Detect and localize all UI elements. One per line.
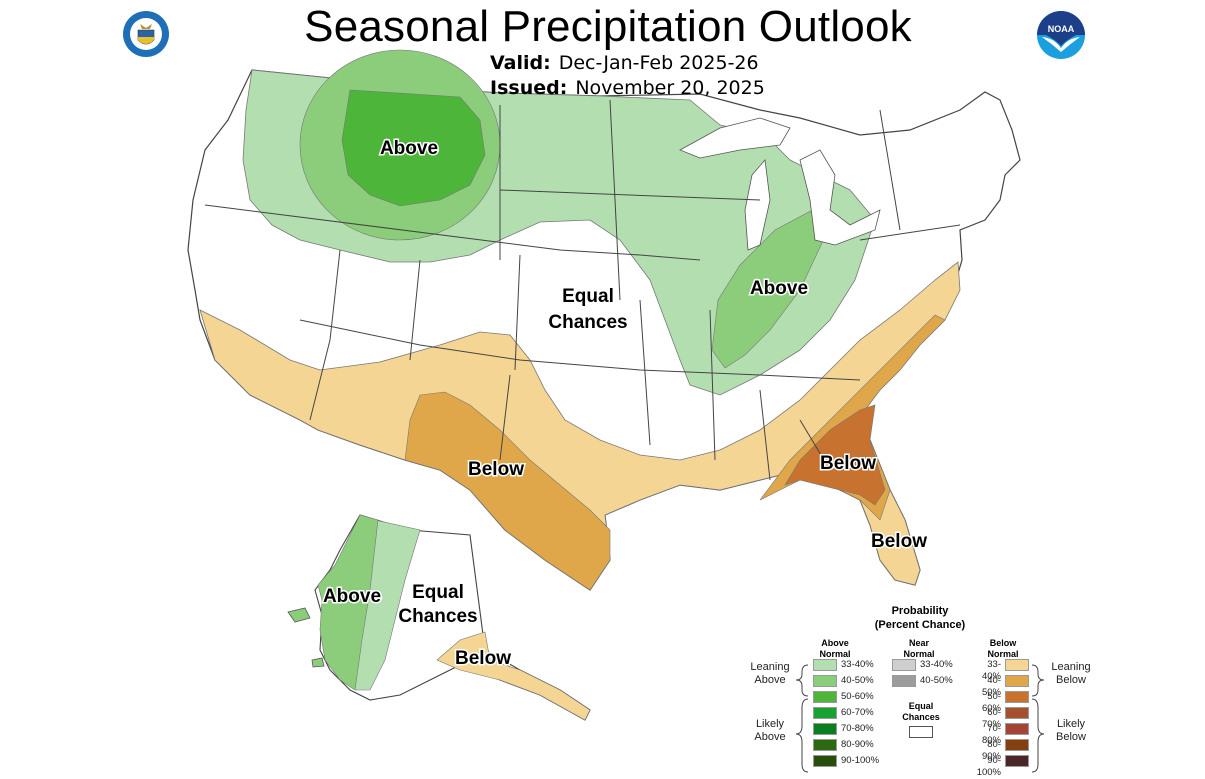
above-range-5: 80-90% — [841, 739, 874, 750]
state-borders — [204, 99, 961, 481]
below-head-2: Normal — [987, 649, 1019, 659]
leaning-above-2: Above — [754, 674, 786, 686]
issued-value: November 20, 2025 — [575, 77, 765, 99]
lake-michigan — [744, 159, 771, 251]
swatch-equal-chances — [909, 726, 933, 738]
swatch-below-70-80 — [1005, 723, 1029, 735]
swatch-above-80-90 — [813, 739, 837, 751]
near-head-1: Near — [908, 638, 929, 648]
page-title: Seasonal Precipitation Outlook — [304, 2, 912, 51]
likely-below-1: Likely — [1056, 718, 1086, 730]
region-above-50-60-montana — [341, 89, 486, 207]
label-central-equal: Equal — [562, 286, 614, 307]
valid-label: Valid: — [490, 52, 551, 74]
swatch-near-33-40 — [892, 659, 916, 671]
above-head-1: Above — [821, 638, 849, 648]
above-brace-icon — [795, 664, 809, 773]
equal-chances-legend-label: Equal Chances — [894, 701, 948, 723]
label-texas-below: Below — [468, 459, 524, 480]
near-range-0: 33-40% — [920, 659, 953, 670]
label-florida-below: Below — [871, 531, 927, 552]
near-range-1: 40-50% — [920, 675, 953, 686]
above-range-0: 33-40% — [841, 659, 874, 670]
swatch-below-80-90 — [1005, 739, 1029, 751]
swatch-below-33-40 — [1005, 659, 1029, 671]
region-below-33-40-alaska — [436, 631, 591, 721]
label-midwest-above: Above — [750, 278, 808, 299]
region-below-50-60-georgia — [784, 404, 886, 506]
above-normal-header: Above Normal — [810, 638, 860, 660]
alaska-island-stlawrence — [311, 657, 325, 668]
above-range-6: 90-100% — [841, 755, 880, 766]
region-above-40-50-ohio-valley — [711, 204, 829, 369]
above-range-4: 70-80% — [841, 723, 874, 734]
below-range-2: 50-60% — [981, 691, 1001, 714]
below-range-4: 70-80% — [981, 723, 1001, 746]
swatch-near-40-50 — [892, 675, 916, 687]
commerce-seal-icon — [123, 11, 169, 57]
label-alaska-chances: Chances — [398, 606, 477, 627]
above-range-1: 40-50% — [841, 675, 874, 686]
leaning-below-label: Leaning Below — [1042, 661, 1100, 687]
swatch-below-40-50 — [1005, 675, 1029, 687]
equal-2: Chances — [902, 712, 940, 722]
swatch-above-90-100 — [813, 755, 837, 767]
issued-date: Issued: November 20, 2025 — [490, 77, 765, 99]
below-range-0: 33-40% — [981, 659, 1001, 682]
near-head-2: Normal — [903, 649, 935, 659]
likely-above-2: Above — [754, 731, 786, 743]
alaska-island-nunivak — [287, 607, 311, 623]
label-southeast-below: Below — [820, 453, 876, 474]
valid-period: Valid: Dec-Jan-Feb 2025-26 — [490, 52, 759, 74]
label-alaska-equal: Equal — [412, 582, 464, 603]
likely-below-label: Likely Below — [1042, 718, 1100, 744]
below-brace-icon — [1031, 664, 1045, 773]
swatch-below-50-60 — [1005, 691, 1029, 703]
leaning-above-label: Leaning Above — [744, 661, 796, 687]
swatch-above-70-80 — [813, 723, 837, 735]
swatch-above-33-40 — [813, 659, 837, 671]
leaning-below-2: Below — [1056, 674, 1086, 686]
above-range-2: 50-60% — [841, 691, 874, 702]
likely-above-label: Likely Above — [744, 718, 796, 744]
below-normal-header: Below Normal — [978, 638, 1028, 660]
below-range-3: 60-70% — [981, 707, 1001, 730]
legend-title: Probability (Percent Chance) — [740, 604, 1100, 632]
above-range-3: 60-70% — [841, 707, 874, 718]
swatch-above-60-70 — [813, 707, 837, 719]
legend-title-line2: (Percent Chance) — [874, 619, 966, 631]
equal-1: Equal — [908, 701, 934, 711]
below-range-1: 40-50% — [981, 675, 1001, 698]
issued-label: Issued: — [490, 77, 568, 99]
probability-legend: Probability (Percent Chance) Above Norma… — [740, 600, 1100, 778]
lake-superior — [679, 117, 791, 159]
swatch-below-90-100 — [1005, 755, 1029, 767]
likely-above-1: Likely — [755, 718, 785, 730]
likely-below-2: Below — [1056, 731, 1086, 743]
leaning-above-1: Leaning — [750, 661, 790, 673]
below-head-1: Below — [989, 638, 1017, 648]
leaning-below-1: Leaning — [1051, 661, 1091, 673]
near-normal-header: Near Normal — [894, 638, 944, 660]
region-below-40-50-texas — [404, 391, 611, 591]
swatch-above-50-60 — [813, 691, 837, 703]
label-alaska-below: Below — [455, 648, 511, 669]
label-central-chances: Chances — [548, 312, 627, 333]
legend-title-line1: Probability — [891, 605, 949, 617]
below-range-5: 80-90% — [981, 739, 1001, 762]
noaa-logo-text: NOAA — [1048, 24, 1075, 34]
below-range-6: 90-100% — [976, 755, 1001, 778]
swatch-below-60-70 — [1005, 707, 1029, 719]
label-northwest-above: Above — [380, 138, 438, 159]
label-alaska-above: Above — [323, 586, 381, 607]
region-above-40-50-alaska — [317, 514, 379, 691]
noaa-logo-icon: NOAA — [1037, 11, 1085, 59]
valid-value: Dec-Jan-Feb 2025-26 — [558, 52, 759, 74]
above-head-2: Normal — [819, 649, 851, 659]
lake-huron-erie — [799, 149, 881, 246]
swatch-above-40-50 — [813, 675, 837, 687]
